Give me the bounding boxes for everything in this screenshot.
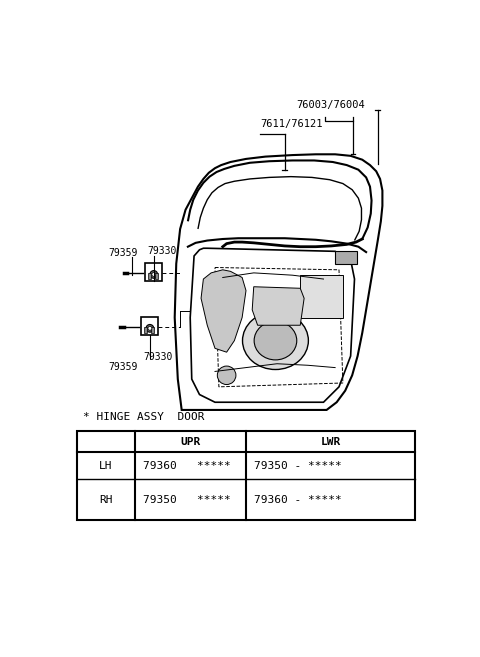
Circle shape bbox=[152, 273, 156, 277]
Polygon shape bbox=[190, 248, 355, 402]
Text: 79350 - *****: 79350 - ***** bbox=[254, 461, 341, 471]
Polygon shape bbox=[252, 286, 304, 325]
Ellipse shape bbox=[242, 312, 308, 369]
Text: 79330: 79330 bbox=[144, 352, 173, 362]
Text: 76003/76004: 76003/76004 bbox=[296, 100, 365, 110]
Circle shape bbox=[146, 325, 154, 332]
Text: 79359: 79359 bbox=[108, 362, 137, 372]
Text: 79350   *****: 79350 ***** bbox=[143, 495, 231, 505]
Bar bbox=[147, 273, 151, 279]
Bar bbox=[142, 317, 158, 335]
Text: * HINGE ASSY  DOOR: * HINGE ASSY DOOR bbox=[83, 412, 205, 422]
Bar bbox=[145, 263, 162, 281]
Bar bbox=[300, 275, 343, 317]
Text: 79330: 79330 bbox=[147, 246, 177, 256]
Circle shape bbox=[150, 271, 157, 279]
Circle shape bbox=[148, 327, 152, 330]
Bar bbox=[144, 327, 147, 333]
Polygon shape bbox=[175, 154, 383, 410]
Ellipse shape bbox=[254, 321, 297, 360]
Text: 79360   *****: 79360 ***** bbox=[143, 461, 231, 471]
Text: 7611/76121: 7611/76121 bbox=[260, 118, 323, 129]
Polygon shape bbox=[201, 270, 246, 352]
Circle shape bbox=[217, 366, 236, 384]
Bar bbox=[335, 252, 357, 263]
Text: RH: RH bbox=[99, 495, 113, 505]
Text: LWR: LWR bbox=[320, 436, 341, 447]
Bar bbox=[77, 431, 415, 520]
Text: 79359: 79359 bbox=[109, 248, 138, 258]
Bar bbox=[151, 327, 154, 333]
Text: 79360 - *****: 79360 - ***** bbox=[254, 495, 341, 505]
Text: UPR: UPR bbox=[180, 436, 201, 447]
Text: LH: LH bbox=[99, 461, 113, 471]
Bar bbox=[155, 273, 157, 279]
